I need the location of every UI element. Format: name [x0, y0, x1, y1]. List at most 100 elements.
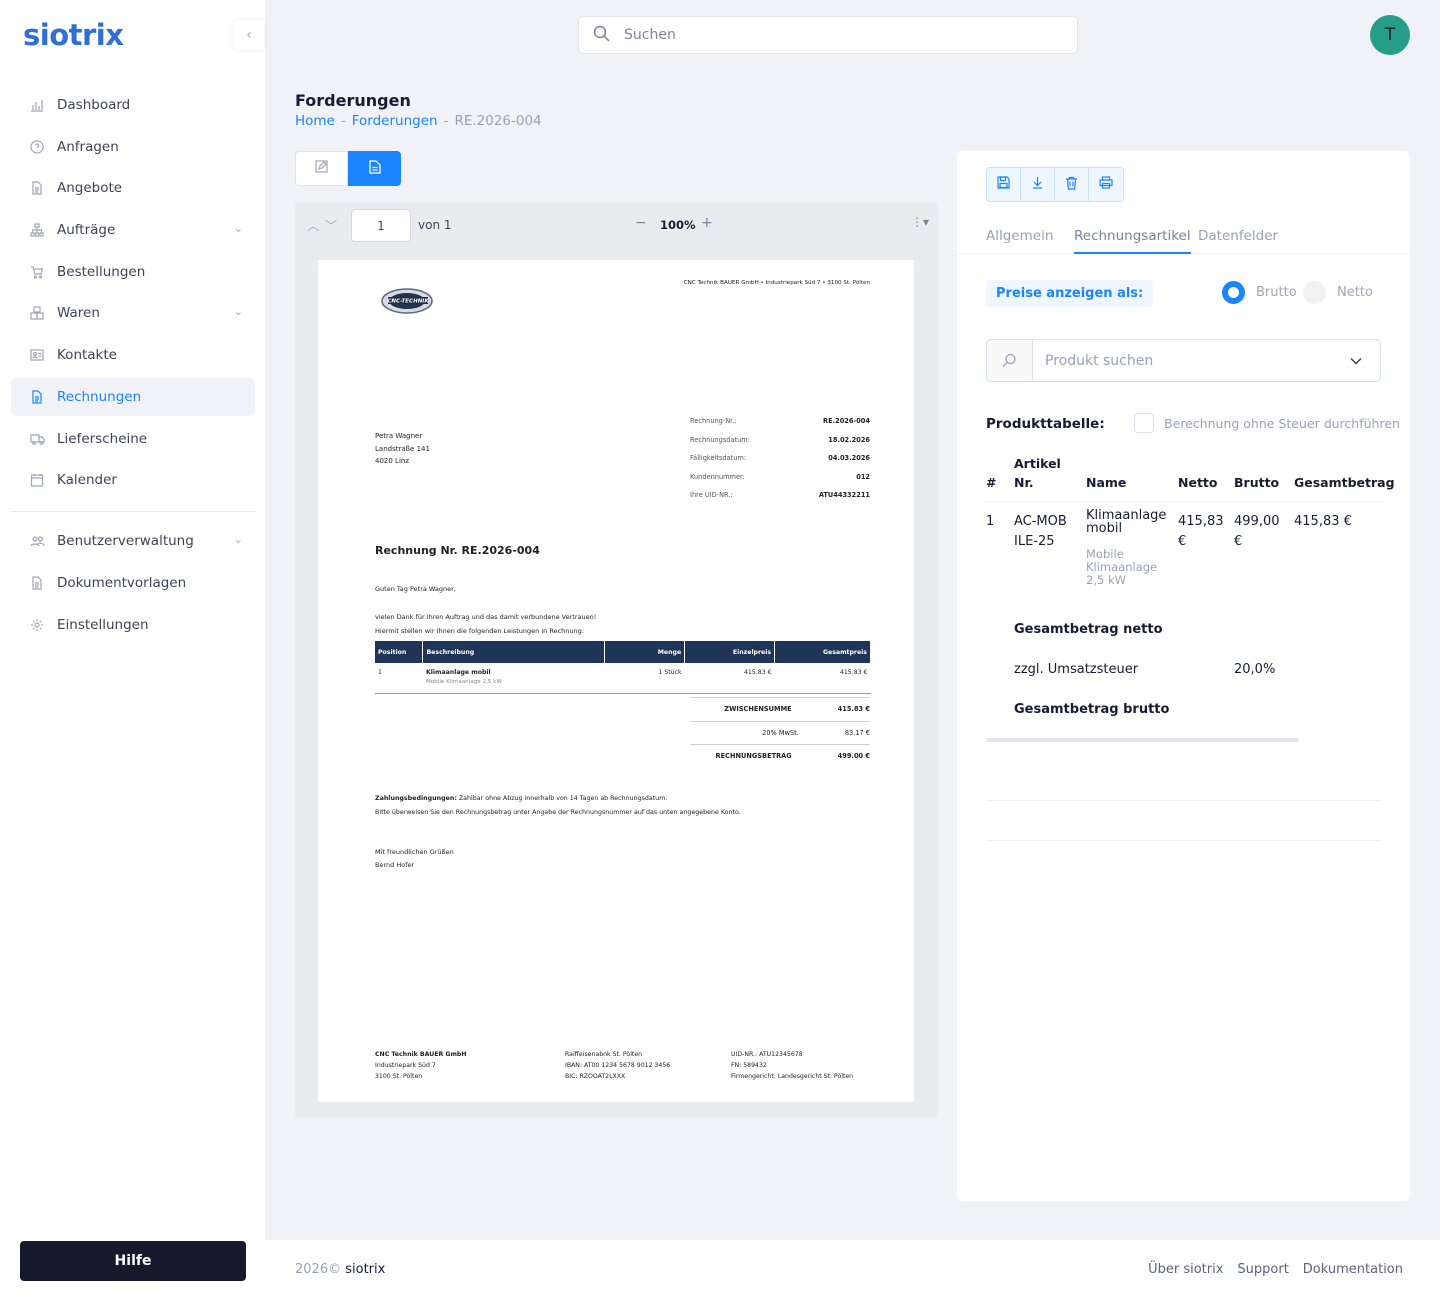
- chevron-up-icon[interactable]: ︿: [307, 219, 326, 233]
- more-options-icon[interactable]: ⋮▾: [911, 215, 930, 229]
- breadcrumb-separator: -: [340, 113, 346, 129]
- sidebar-item-auftraege[interactable]: Aufträge ⌄: [11, 211, 255, 249]
- footer-link-about[interactable]: Über siotrix: [1148, 1262, 1224, 1277]
- radio-unselected-icon[interactable]: [1303, 281, 1326, 304]
- sidebar-item-kontakte[interactable]: Kontakte: [11, 336, 255, 374]
- meta-value: ATU44332211: [818, 491, 870, 500]
- column-header: Gesamtpreis: [774, 641, 871, 663]
- meta-row: Ihre UID-NR.: ATU44332211: [690, 491, 870, 510]
- closing: Mit freundlichen Grüßen Bernd Hofer: [375, 846, 454, 871]
- tab-rechnungsartikel[interactable]: Rechnungsartikel: [1074, 228, 1191, 254]
- vat-value: 20,0%: [1234, 662, 1276, 677]
- horizontal-scrollbar[interactable]: [986, 738, 1299, 742]
- help-button[interactable]: Hilfe: [20, 1241, 246, 1281]
- sidebar-item-dokumentvorlagen[interactable]: Dokumentvorlagen: [11, 564, 255, 602]
- document-view-button[interactable]: [348, 151, 401, 186]
- cell-netto: 415,83 €: [1178, 514, 1224, 549]
- intro-line: vielen Dank für Ihren Auftrag und das da…: [375, 613, 597, 621]
- invoice-meta: Rechnung-Nr.: RE.2026-004 Rechnungsdatum:…: [690, 417, 870, 510]
- breadcrumb-home[interactable]: Home: [295, 113, 335, 129]
- radio-netto[interactable]: Netto: [1303, 281, 1373, 304]
- sidebar-item-benutzerverwaltung[interactable]: Benutzerverwaltung ⌄: [11, 522, 255, 560]
- column-header: Artikel Nr.: [1014, 456, 1061, 490]
- sidebar-item-angebote[interactable]: Angebote: [11, 169, 255, 207]
- avatar[interactable]: T: [1370, 15, 1410, 55]
- radio-brutto[interactable]: Brutto: [1222, 281, 1297, 304]
- save-icon: [997, 176, 1010, 193]
- edit-view-button[interactable]: [295, 151, 348, 186]
- meta-label: Rechnung-Nr.:: [690, 417, 737, 425]
- cell-position: 1: [375, 663, 423, 694]
- column-header: Brutto: [1234, 475, 1280, 490]
- sidebar-item-bestellungen[interactable]: Bestellungen: [11, 253, 255, 291]
- sidebar-item-anfragen[interactable]: Anfragen: [11, 128, 255, 166]
- totals-row: 20% MwSt. 83.17 €: [690, 720, 870, 745]
- sidebar-collapse-button[interactable]: ‹: [234, 20, 264, 50]
- chevron-down-icon[interactable]: ﹀: [325, 219, 344, 233]
- checkbox-icon[interactable]: [1134, 413, 1154, 433]
- breadcrumb: Home - Forderungen - RE.2026-004: [295, 113, 542, 129]
- closing-line: Mit freundlichen Grüßen: [375, 848, 454, 856]
- sidebar-item-label: Aufträge: [57, 222, 116, 239]
- table-header-row: Position Beschreibung Menge Einzelpreis …: [375, 641, 871, 663]
- sidebar-item-kalender[interactable]: Kalender: [11, 461, 255, 499]
- sidebar-item-label: Einstellungen: [57, 616, 149, 633]
- zoom-level[interactable]: 100%: [660, 218, 696, 232]
- footer-line: BIC: RZOOAT2LXXX: [565, 1073, 626, 1080]
- question-icon: [29, 139, 45, 155]
- sidebar-item-einstellungen[interactable]: Einstellungen: [11, 606, 255, 644]
- product-search-select[interactable]: Produkt suchen: [986, 339, 1381, 382]
- download-button[interactable]: [1021, 168, 1055, 201]
- footer-line: Industriepark Süd 7: [375, 1062, 436, 1069]
- breadcrumb-forderungen[interactable]: Forderungen: [351, 113, 438, 129]
- contact-card-icon: [29, 347, 45, 363]
- item-name: Klimaanlage mobil: [425, 669, 491, 676]
- chevron-left-icon: ‹: [246, 27, 252, 43]
- brand-logo[interactable]: siotrix: [23, 18, 124, 52]
- sidebar-item-waren[interactable]: Waren ⌄: [11, 294, 255, 332]
- product-description: Mobile Klimaanlage 2,5 kW: [1086, 547, 1158, 587]
- meta-row: Rechnung-Nr.: RE.2026-004: [690, 417, 870, 436]
- sidebar-item-label: Waren: [57, 305, 100, 322]
- totals-row: RECHNUNGSBETRAG 499.00 €: [690, 744, 870, 768]
- chevron-down-icon: [1350, 354, 1380, 368]
- sender-address-line: CNC Technik BAUER GmbH • Industriepark S…: [683, 280, 870, 286]
- zoom-in-button[interactable]: +: [701, 215, 713, 231]
- app-footer: 2026© siotrix Über siotrix Support Dokum…: [265, 1240, 1440, 1300]
- footer-link-support[interactable]: Support: [1237, 1262, 1289, 1277]
- sidebar-item-rechnungen[interactable]: Rechnungen: [11, 377, 255, 416]
- sidebar-item-label: Rechnungen: [57, 388, 142, 405]
- users-icon: [29, 533, 45, 549]
- copyright-brand[interactable]: siotrix: [345, 1262, 386, 1277]
- panel-tabs: Allgemein Rechnungsartikel Datenfelder: [957, 221, 1410, 254]
- page-title: Forderungen: [295, 91, 411, 110]
- print-button[interactable]: [1089, 168, 1123, 201]
- tax-free-checkbox[interactable]: Berechnung ohne Steuer durchführen: [1134, 413, 1400, 433]
- sidebar-item-label: Lieferscheine: [57, 430, 148, 447]
- invoice-items-table: Position Beschreibung Menge Einzelpreis …: [375, 641, 871, 694]
- column-header: Netto: [1178, 475, 1218, 490]
- totals-label: 20% MwSt.: [762, 728, 799, 737]
- edit-icon: [315, 160, 328, 177]
- column-header: Position: [375, 641, 424, 663]
- tab-datenfelder[interactable]: Datenfelder: [1198, 228, 1279, 244]
- radio-selected-icon[interactable]: [1222, 281, 1245, 304]
- sidebar-item-lieferscheine[interactable]: Lieferscheine: [11, 420, 255, 458]
- sidebar-item-label: Kontakte: [57, 347, 117, 364]
- sidebar-item-dashboard[interactable]: Dashboard: [11, 86, 255, 124]
- zoom-out-button[interactable]: −: [635, 215, 647, 231]
- save-button[interactable]: [987, 168, 1021, 201]
- footer-bank: Raiffeisenabnk St. Pölten IBAN: AT00 123…: [565, 1049, 670, 1082]
- search-input[interactable]: [624, 27, 1044, 43]
- delete-button[interactable]: [1055, 168, 1089, 201]
- pdf-toolbar: ︿﹀ von 1 − 100% + ⋮▾: [295, 203, 938, 247]
- meta-label: Rechnungsdatum:: [690, 435, 750, 444]
- sitemap-icon: [29, 222, 45, 238]
- footer-company: CNC Technik BAUER GmbH Industriepark Süd…: [375, 1049, 467, 1082]
- footer-line: UID-NR.: ATU12345678: [731, 1051, 803, 1058]
- meta-label: Fälligkeitsdatum:: [690, 454, 747, 463]
- footer-link-docs[interactable]: Dokumentation: [1302, 1262, 1403, 1277]
- logo-text: CNC-TECHNIK: [387, 299, 429, 305]
- tab-allgemein[interactable]: Allgemein: [986, 228, 1054, 244]
- page-number-input[interactable]: [351, 209, 411, 242]
